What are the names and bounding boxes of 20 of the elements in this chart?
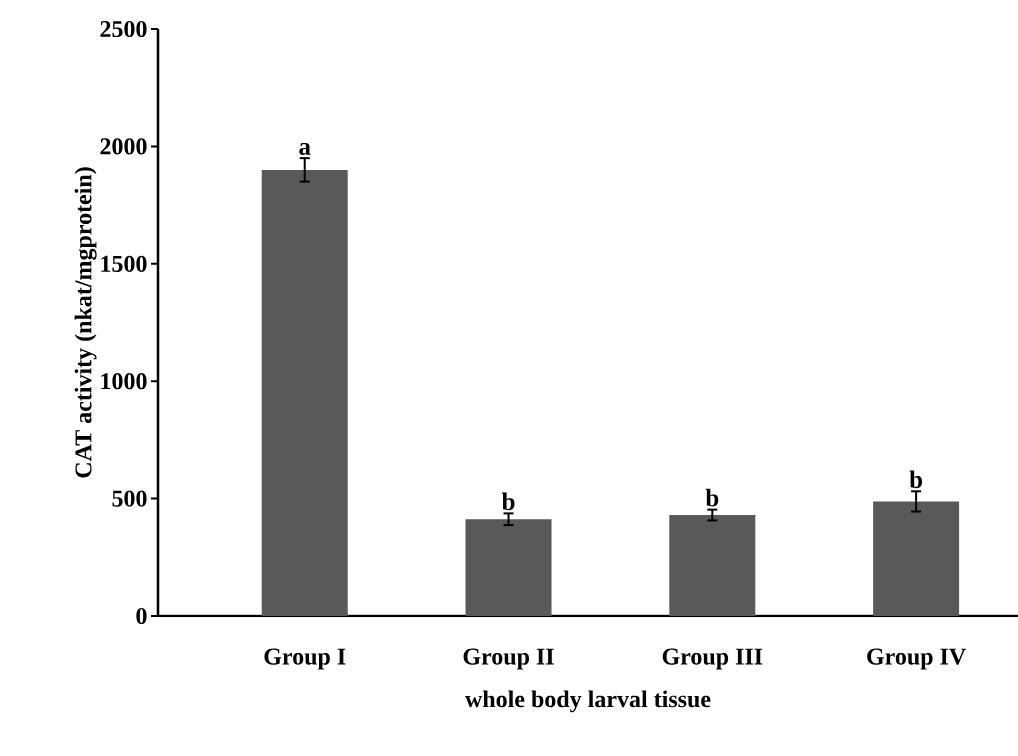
y-tick-label: 2000	[100, 138, 147, 155]
bar	[261, 169, 348, 616]
bar	[669, 515, 756, 616]
annotation: b	[501, 492, 515, 511]
y-tick-label: 0	[136, 607, 147, 625]
annotation: b	[909, 470, 923, 489]
y-tick-label: 2500	[100, 20, 147, 38]
annotation: b	[705, 488, 719, 507]
x-tick-label: Group II	[463, 648, 554, 670]
y-tick-label: 1500	[101, 255, 147, 272]
annotation: a	[299, 142, 311, 155]
y-tick-label: 500	[112, 490, 147, 507]
x-tick-label: Group III	[662, 648, 763, 670]
y-tick-label: 1000	[101, 373, 147, 390]
bar	[465, 519, 552, 616]
x-tick-label: Group IV	[867, 648, 966, 670]
x-axis-title: whole body larval tissue	[465, 690, 711, 713]
x-tick-label: Group I	[264, 648, 346, 670]
bar	[873, 501, 960, 616]
y-axis-title: CAT activity (nkat/mgprotein)	[74, 167, 97, 478]
